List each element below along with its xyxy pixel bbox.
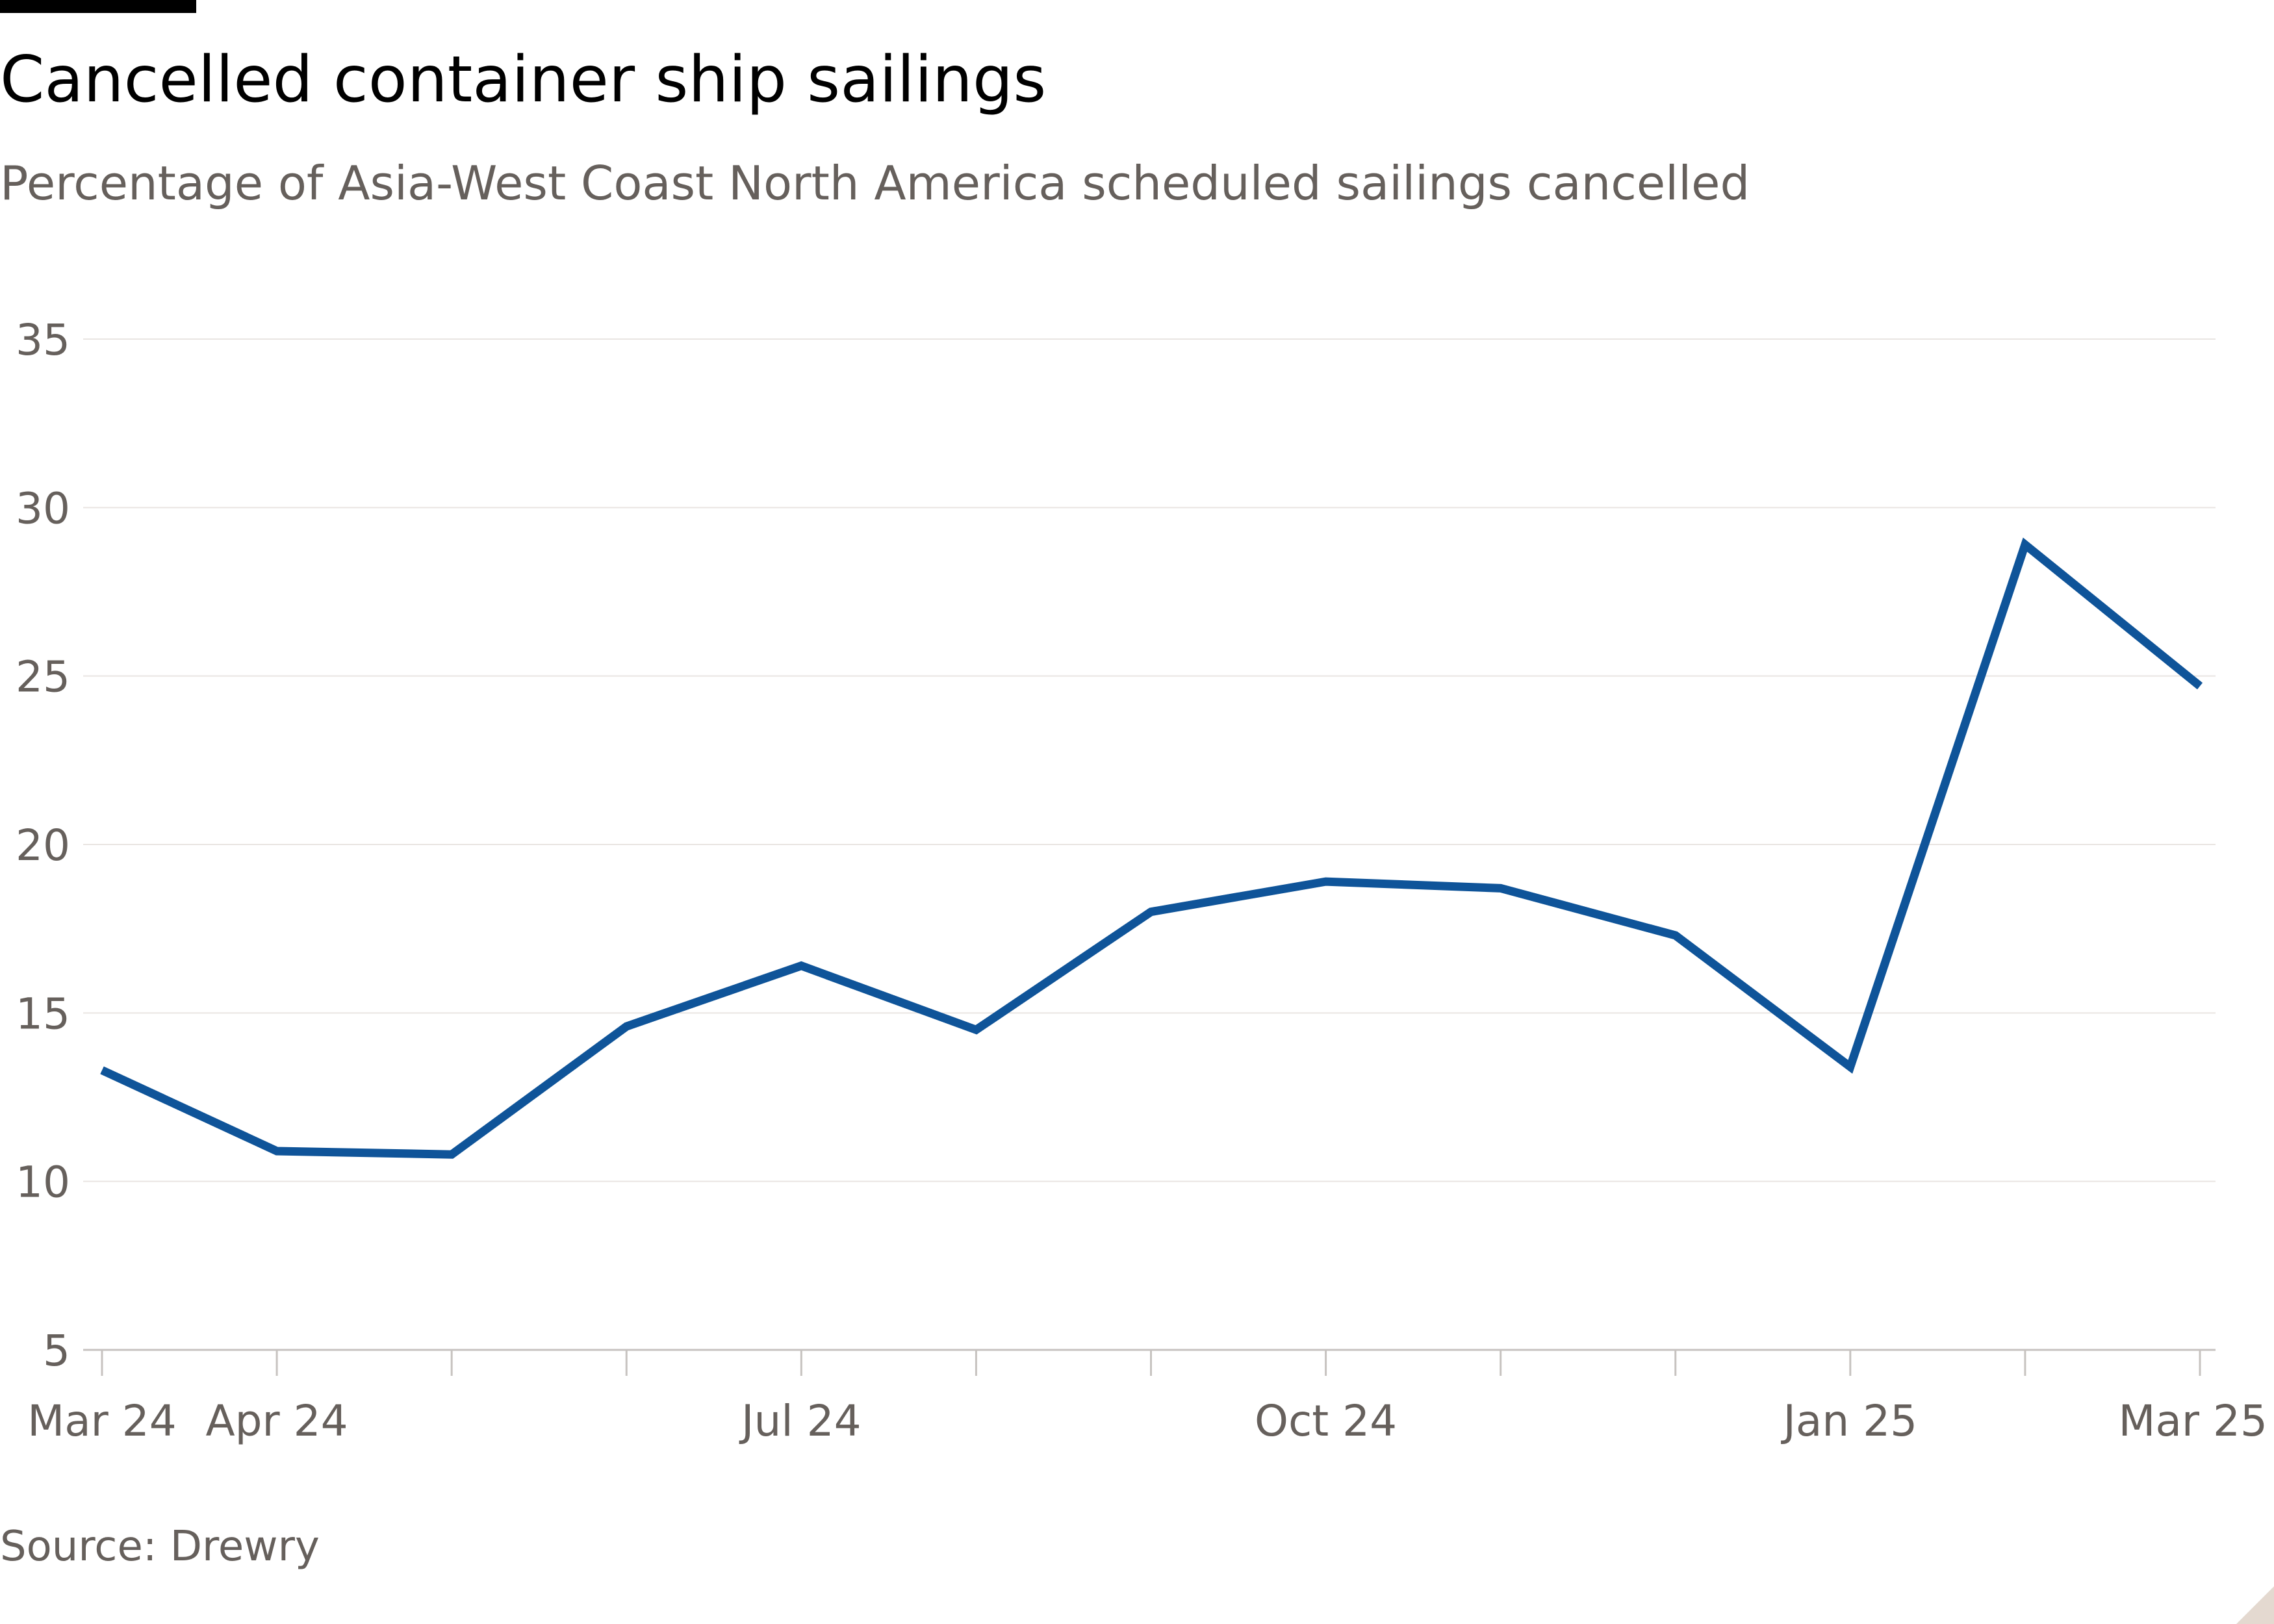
chart-subtitle: Percentage of Asia-West Coast North Amer… [0, 156, 1750, 210]
data-point [626, 1026, 627, 1027]
data-point [276, 1150, 277, 1152]
y-tick-label: 10 [16, 1158, 70, 1208]
data-point [800, 965, 802, 967]
data-point [2199, 685, 2201, 687]
data-point [101, 1070, 103, 1071]
grid-lines [83, 338, 2216, 1351]
y-tick-label: 35 [16, 315, 70, 365]
series-line [100, 537, 2203, 1159]
y-tick-label: 25 [16, 652, 70, 702]
data-point [1325, 881, 1327, 882]
x-tick-label: Mar 25 [2119, 1396, 2268, 1446]
data-point [451, 1154, 452, 1155]
x-tick-label: Jul 24 [739, 1396, 862, 1446]
brand-top-bar [0, 0, 196, 13]
data-point [1500, 887, 1501, 889]
data-point [2025, 544, 2026, 545]
corner-decoration [2236, 1586, 2274, 1624]
data-point [1850, 1066, 1851, 1067]
x-tick-label: Oct 24 [1255, 1396, 1397, 1446]
x-tick-label: Jan 25 [1780, 1396, 1917, 1446]
data-point [975, 1029, 977, 1030]
y-tick-label: 20 [16, 820, 70, 870]
x-tick-label: Apr 24 [206, 1396, 348, 1446]
data-point [1675, 935, 1676, 936]
series-layer [100, 537, 2203, 1159]
y-tick-label: 5 [43, 1326, 70, 1376]
x-axis: Mar 24 Apr 24 Jul 24 Oct 24 Jan 25 Mar 25 [27, 1350, 2268, 1446]
x-tick-label: Mar 24 [27, 1396, 177, 1446]
y-tick-label: 15 [16, 989, 70, 1039]
source-note: Source: Drewry [0, 1523, 320, 1571]
y-axis-labels: 5 10 15 20 25 30 35 [16, 315, 70, 1376]
y-tick-label: 30 [16, 483, 70, 533]
data-point [1151, 911, 1152, 913]
line-chart: 5 10 15 20 25 30 35 Mar 24 Apr 24 Jul 24 Oct 24 Ja… [16, 315, 2268, 1446]
chart-title: Cancelled container ship sailings [0, 43, 1047, 117]
